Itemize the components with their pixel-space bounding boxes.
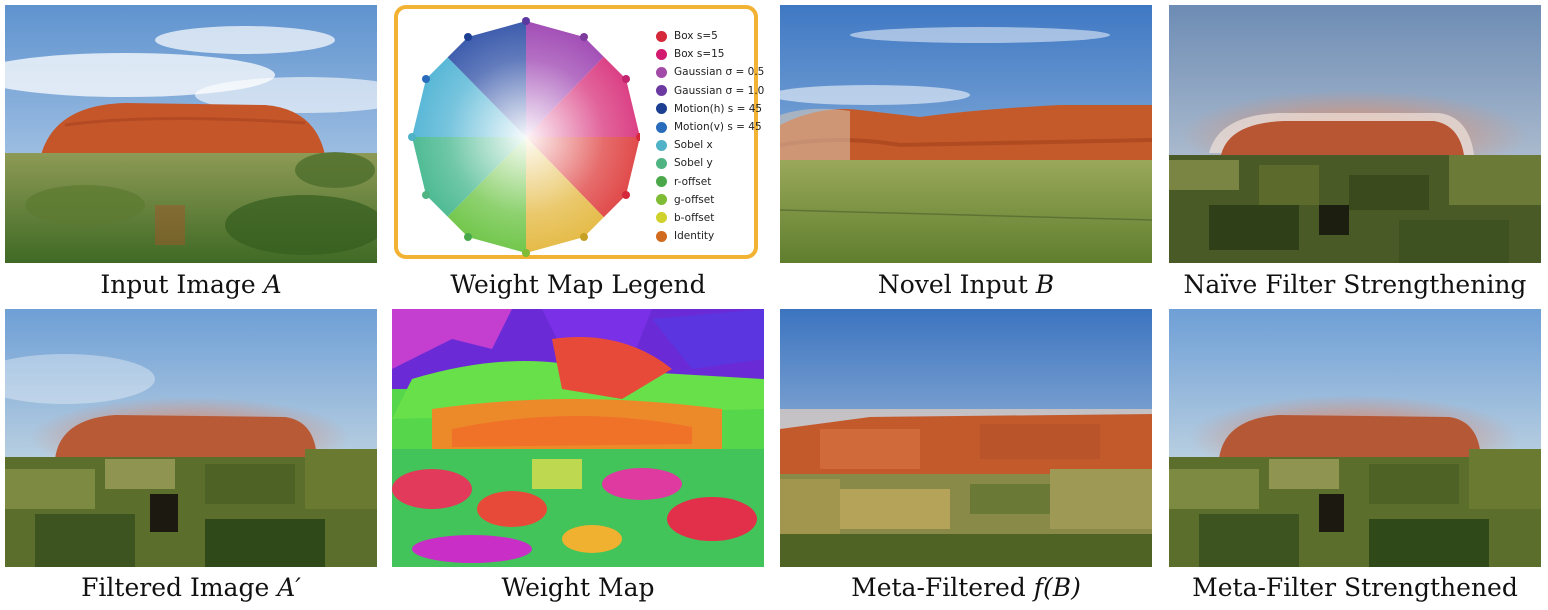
legend-swatch <box>656 103 667 115</box>
legend-item: Gaussian σ = 0.5 <box>656 63 764 81</box>
legend-item: Sobel y <box>656 154 764 172</box>
caption-input-image-a: Input Image A <box>100 270 282 299</box>
legend-item: Identity <box>656 227 764 245</box>
caption-weight-map-legend: Weight Map Legend <box>450 270 706 299</box>
input-image-a <box>5 5 377 263</box>
legend-swatch <box>656 121 667 133</box>
caption-meta-filtered: Meta-Filtered f(B) <box>851 573 1081 602</box>
legend-label: Identity <box>674 230 715 243</box>
filtered-image-a-prime <box>5 309 377 567</box>
legend-item: Motion(h) s = 45 <box>656 100 764 118</box>
legend-item: Gaussian σ = 1.0 <box>656 82 764 100</box>
legend-swatch <box>656 194 667 206</box>
legend-label: Gaussian σ = 0.5 <box>674 66 765 79</box>
meta-filtered-image <box>780 309 1152 567</box>
legend-item: r-offset <box>656 173 764 191</box>
legend-label: Sobel y <box>674 157 713 170</box>
caption-novel-input-b: Novel Input B <box>877 270 1055 299</box>
legend-label: r-offset <box>674 175 712 188</box>
legend-label: Motion(v) s = 45 <box>674 121 762 134</box>
legend-swatch <box>656 48 667 60</box>
legend-item: Box s=5 <box>656 27 764 45</box>
legend-swatch <box>656 176 667 188</box>
legend-item: Motion(v) s = 45 <box>656 118 764 136</box>
legend-swatch <box>656 230 667 242</box>
legend-swatch <box>656 157 667 169</box>
legend-label: Box s=5 <box>674 30 718 43</box>
caption-naive-filter-strengthening: Naïve Filter Strengthening <box>1183 270 1527 299</box>
caption-weight-map: Weight Map <box>501 573 655 602</box>
legend-item: Box s=15 <box>656 45 764 63</box>
novel-input-b <box>780 5 1152 263</box>
naive-filter-strengthening-image <box>1169 5 1541 263</box>
legend-swatch <box>656 66 667 78</box>
weight-map-image <box>392 309 764 567</box>
legend-swatch <box>656 30 667 42</box>
legend-swatch <box>656 85 667 97</box>
legend-list: Box s=5 Box s=15 Gaussian σ = 0.5 Gaussian … <box>656 27 764 245</box>
legend-label: g-offset <box>674 193 715 206</box>
legend-swatch <box>656 139 667 151</box>
legend-item: g-offset <box>656 191 764 209</box>
legend-label: Sobel x <box>674 139 713 152</box>
legend-label: Motion(h) s = 45 <box>674 102 763 115</box>
legend-color-wheel <box>408 17 640 257</box>
legend-label: Box s=15 <box>674 48 725 61</box>
legend-swatch <box>656 212 667 224</box>
caption-filtered-image-a-prime: Filtered Image A′ <box>81 573 301 602</box>
meta-filter-strengthened-image <box>1169 309 1541 567</box>
legend-item: Sobel x <box>656 136 764 154</box>
weight-map-legend: Box s=5 Box s=15 Gaussian σ = 0.5 Gaussian … <box>394 5 764 259</box>
legend-label: b-offset <box>674 211 715 224</box>
legend-label: Gaussian σ = 1.0 <box>674 84 765 97</box>
legend-item: b-offset <box>656 209 764 227</box>
caption-meta-filter-strengthened: Meta-Filter Strengthened <box>1192 573 1518 602</box>
